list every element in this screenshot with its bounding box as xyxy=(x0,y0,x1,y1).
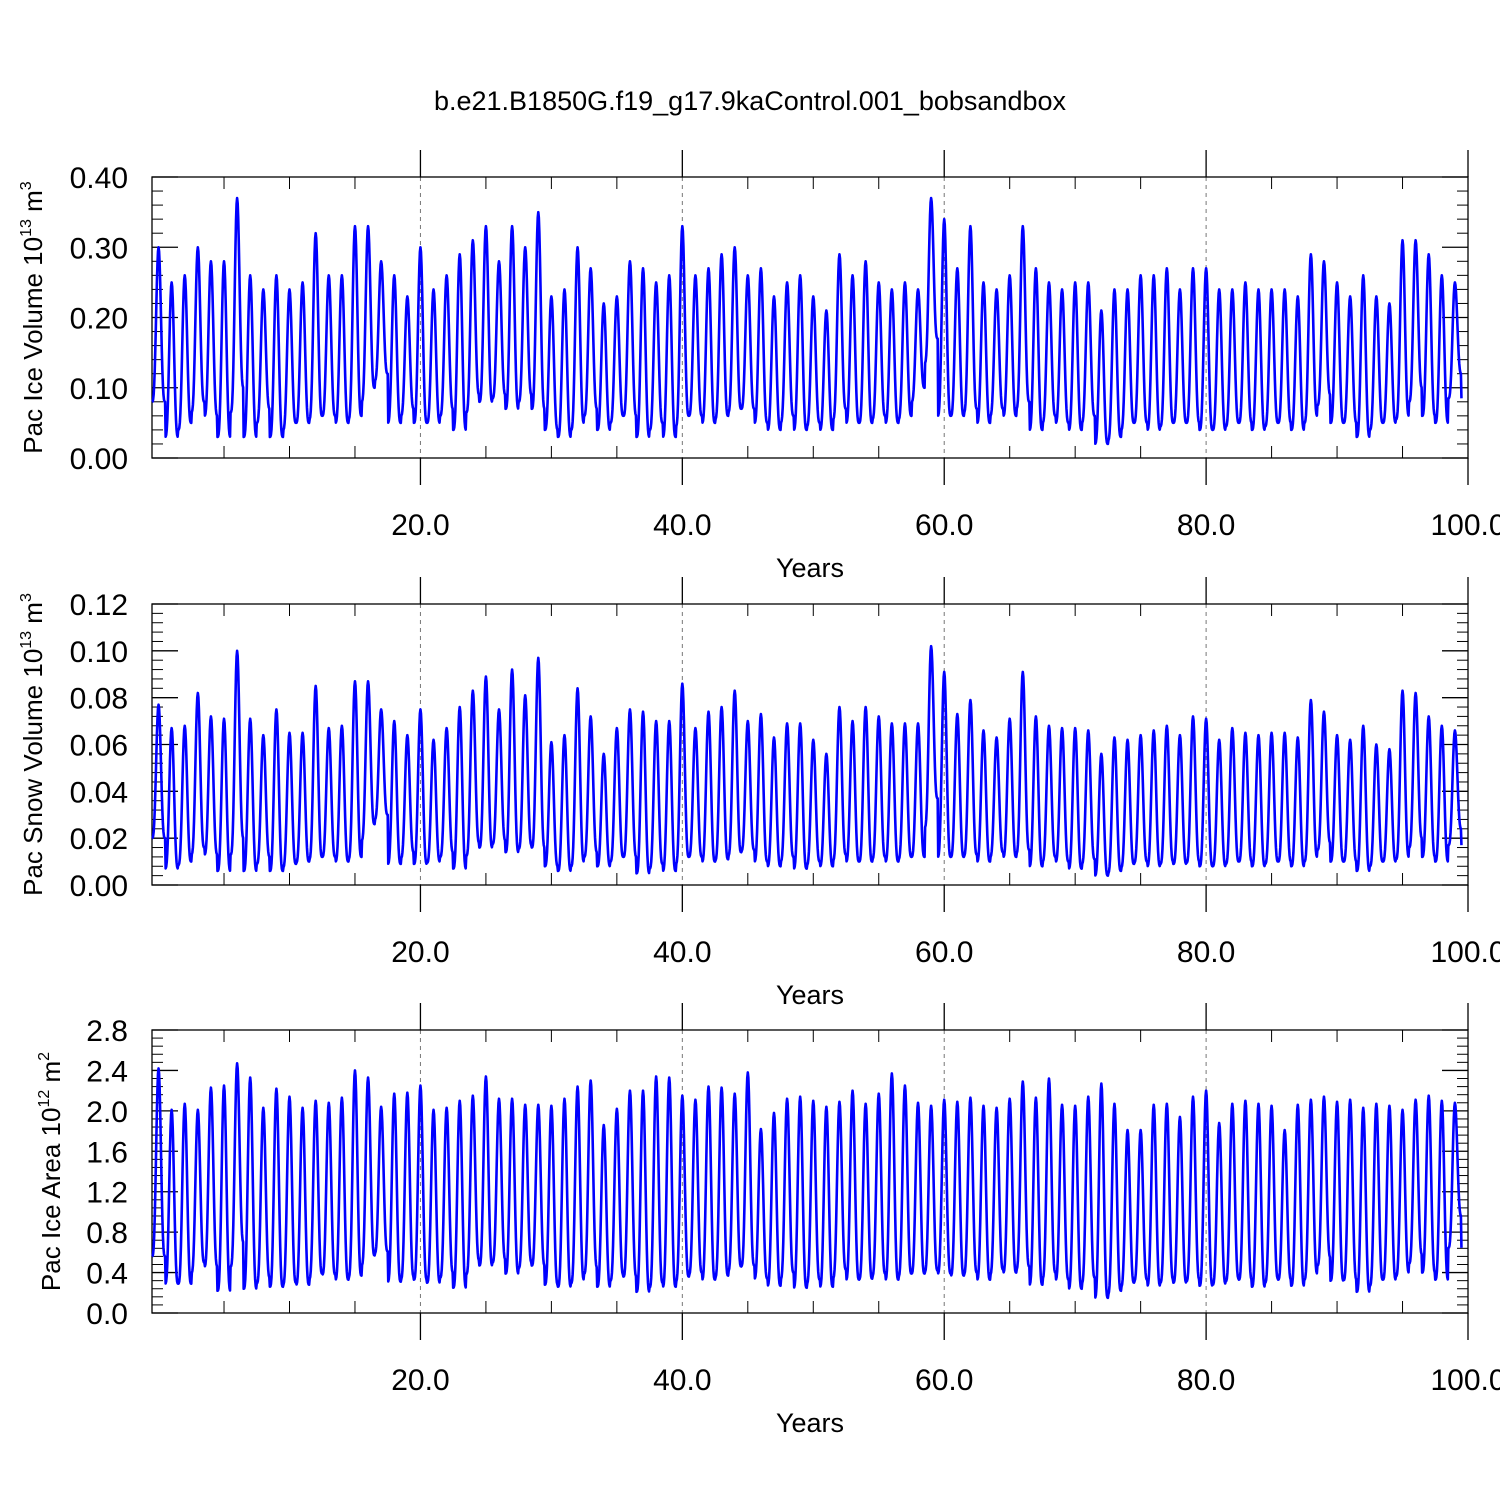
y-tick-label: 0.20 xyxy=(70,303,128,336)
x-tick-label: 80.0 xyxy=(1177,1364,1235,1397)
x-tick-label: 100.0 xyxy=(1430,936,1500,969)
x-tick-label: 40.0 xyxy=(653,509,711,542)
x-tick-label: 80.0 xyxy=(1177,936,1235,969)
series-line xyxy=(151,644,1463,877)
y-tick-label: 0.12 xyxy=(70,589,128,622)
x-tick-label: 60.0 xyxy=(915,936,973,969)
x-tick-label: 80.0 xyxy=(1177,509,1235,542)
y-tick-label: 0.0 xyxy=(86,1298,128,1331)
y-tick-label: 0.00 xyxy=(70,870,128,903)
y-tick-label: 1.6 xyxy=(86,1136,128,1169)
plot-frame xyxy=(151,1029,1469,1314)
y-axis-label: Pac Ice Volume 1013 m3 xyxy=(18,181,48,454)
y-tick-label: 0.40 xyxy=(70,162,128,195)
y-tick-label: 2.8 xyxy=(86,1015,128,1048)
x-tick-label: 20.0 xyxy=(391,509,449,542)
chart-panel-3: 20.0 40.0 60.0 80.0 100.0 Years 0.0 0.4 0.8 1.2 1.… xyxy=(36,1003,1500,1438)
y-tick-label: 0.30 xyxy=(70,232,128,265)
series-line xyxy=(151,196,1463,446)
y-tick-label: 0.08 xyxy=(70,683,128,716)
y-tick-label: 0.06 xyxy=(70,730,128,763)
y-tick-label: 0.04 xyxy=(70,776,128,809)
x-tick-label: 40.0 xyxy=(653,936,711,969)
chart-panel-2: 20.0 40.0 60.0 80.0 100.0 Years 0.00 0.02 0.04 0.… xyxy=(18,577,1500,1010)
y-tick-label: 0.10 xyxy=(70,636,128,669)
x-tick-label: 100.0 xyxy=(1430,1364,1500,1397)
y-tick-label: 0.10 xyxy=(70,373,128,406)
x-tick-label: 20.0 xyxy=(391,1364,449,1397)
x-tick-label: 40.0 xyxy=(653,1364,711,1397)
y-axis-label: Pac Snow Volume 1013 m3 xyxy=(18,593,48,896)
y-axis-label: Pac Ice Area 1012 m2 xyxy=(36,1052,66,1291)
x-axis-label: Years xyxy=(776,980,844,1010)
x-axis-label: Years xyxy=(776,1408,844,1438)
y-tick-label: 0.00 xyxy=(70,443,128,476)
figure-title: b.e21.B1850G.f19_g17.9kaControl.001_bobs… xyxy=(433,86,1066,116)
y-tick-label: 2.0 xyxy=(86,1096,128,1129)
series-line xyxy=(151,1062,1463,1300)
y-tick-label: 0.4 xyxy=(86,1258,128,1291)
x-tick-label: 20.0 xyxy=(391,936,449,969)
x-tick-label: 60.0 xyxy=(915,509,973,542)
x-axis-label: Years xyxy=(776,553,844,583)
y-tick-label: 2.4 xyxy=(86,1055,128,1088)
y-tick-label: 0.8 xyxy=(86,1217,128,1250)
y-tick-label: 1.2 xyxy=(86,1177,128,1210)
y-tick-label: 0.02 xyxy=(70,823,128,856)
x-tick-label: 100.0 xyxy=(1430,509,1500,542)
x-tick-label: 60.0 xyxy=(915,1364,973,1397)
chart-panel-1: 20.0 40.0 60.0 80.0 100.0 Years 0.00 0.10 0.20 0.… xyxy=(18,150,1500,583)
